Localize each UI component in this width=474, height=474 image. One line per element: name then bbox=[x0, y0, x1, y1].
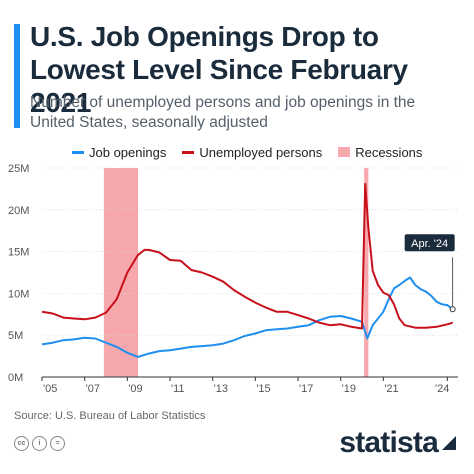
legend-item-job-openings: Job openings bbox=[72, 145, 166, 160]
x-tick-label-1: '07 bbox=[86, 383, 100, 395]
line-chart: 0M 5M 10M 15M 20M 25M '05 '07 '09 '11 '13 '15 '17 '19… bbox=[8, 163, 458, 395]
y-tick-label-4: 20M bbox=[8, 205, 29, 217]
x-tick-label-6: '17 bbox=[299, 383, 313, 395]
x-tick-label-9: '24 bbox=[435, 383, 449, 395]
legend-item-unemployed: Unemployed persons bbox=[182, 145, 322, 160]
legend-swatch-job-openings bbox=[72, 150, 84, 154]
y-tick-label-2: 10M bbox=[8, 288, 29, 300]
recession-band-0 bbox=[103, 168, 138, 377]
legend-item-recessions: Recessions bbox=[338, 145, 422, 160]
brand-wordmark: statista bbox=[339, 426, 438, 459]
series-line-job-openings bbox=[41, 276, 454, 358]
x-tick-label-7: '19 bbox=[342, 383, 356, 395]
title-accent-bar bbox=[14, 24, 20, 128]
no-derivatives-icon: = bbox=[50, 436, 65, 451]
x-tick-label-8: '21 bbox=[384, 383, 398, 395]
source-note: Source: U.S. Bureau of Labor Statistics bbox=[14, 410, 206, 422]
legend-swatch-recessions bbox=[338, 147, 351, 157]
creative-commons-icon: cc bbox=[14, 436, 29, 451]
statista-logo: statista bbox=[339, 426, 456, 460]
series-line-unemployed bbox=[41, 182, 453, 330]
x-tick-label-3: '11 bbox=[171, 383, 185, 395]
legend-label-unemployed: Unemployed persons bbox=[199, 144, 323, 160]
brand-mark-icon bbox=[442, 436, 456, 450]
legend-label-recessions: Recessions bbox=[355, 144, 423, 160]
annotation-point bbox=[449, 306, 456, 313]
y-tick-label-5: 25M bbox=[8, 163, 29, 175]
y-tick-label-3: 15M bbox=[8, 247, 29, 259]
chart-subtitle: Number of unemployed persons and job ope… bbox=[30, 94, 416, 131]
annotation-label: Apr. '24 bbox=[411, 238, 448, 250]
y-tick-label-0: 0M bbox=[8, 372, 23, 384]
legend-label-job-openings: Job openings bbox=[89, 144, 167, 160]
annotation-box bbox=[404, 234, 455, 252]
x-tick-label-0: '05 bbox=[43, 383, 57, 395]
x-tick-label-2: '09 bbox=[128, 383, 142, 395]
x-tick-label-4: '13 bbox=[214, 383, 228, 395]
legend: Job openings Unemployed persons Recessio… bbox=[72, 144, 438, 160]
x-tick-label-5: '15 bbox=[256, 383, 270, 395]
legend-swatch-unemployed bbox=[182, 150, 195, 154]
y-tick-label-1: 5M bbox=[8, 330, 23, 342]
recession-band-1 bbox=[364, 168, 369, 377]
chart-title: U.S. Job Openings Drop to Lowest Level S… bbox=[30, 21, 408, 118]
attribution-icon: i bbox=[32, 436, 47, 451]
license-icons: cc i = bbox=[14, 436, 68, 451]
